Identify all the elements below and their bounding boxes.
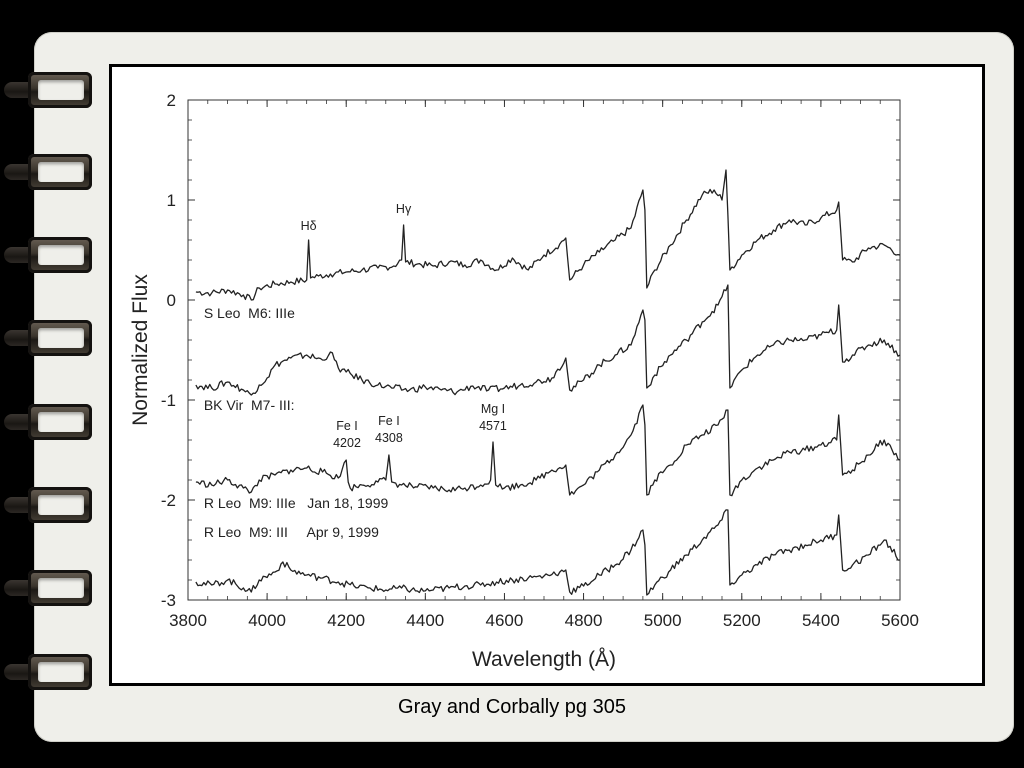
spectrum-line: [195, 404, 901, 497]
line-annotation: 4202: [333, 436, 361, 450]
y-tick-label: 1: [167, 191, 176, 210]
x-tick-label: 4200: [327, 611, 365, 630]
binder-ring-icon: [0, 652, 94, 692]
line-annotation: Fe I: [336, 419, 358, 433]
binder-ring-icon: [0, 152, 94, 192]
y-tick-label: -3: [161, 591, 176, 610]
x-tick-label: 4800: [565, 611, 603, 630]
spectrum-line: [195, 509, 901, 596]
line-annotation: Fe I: [378, 414, 400, 428]
x-tick-label: 5600: [881, 611, 919, 630]
x-tick-label: 5000: [644, 611, 682, 630]
binder-ring-icon: [0, 318, 94, 358]
series-label: R Leo M9: IIIe Jan 18, 1999: [204, 495, 389, 511]
line-annotation: 4571: [479, 419, 507, 433]
binder-ring-icon: [0, 70, 94, 110]
x-axis-label: Wavelength (Å): [472, 648, 616, 671]
x-tick-label: 4400: [406, 611, 444, 630]
x-tick-label: 3800: [169, 611, 207, 630]
series-label: R Leo M9: III Apr 9, 1999: [204, 524, 379, 540]
y-tick-label: -2: [161, 491, 176, 510]
y-tick-label: 2: [167, 91, 176, 110]
spectrum-line: [195, 169, 901, 301]
line-annotation: Mg I: [481, 402, 505, 416]
x-tick-label: 5200: [723, 611, 761, 630]
series-label: BK Vir M7- III:: [204, 397, 295, 413]
line-annotation: 4308: [375, 431, 403, 445]
y-tick-label: 0: [167, 291, 176, 310]
slide-caption: Gray and Corbally pg 305: [398, 696, 626, 718]
x-tick-label: 4000: [248, 611, 286, 630]
binder-ring-icon: [0, 485, 94, 525]
spectra-chart: 3800 4000 4200 4400 4600 4800 5000 5200 5400 5600…: [129, 91, 919, 671]
series-label: S Leo M6: IIIe: [204, 305, 295, 321]
binder-ring-icon: [0, 402, 94, 442]
binder-ring-icon: [0, 568, 94, 608]
spectrum-line: [195, 284, 901, 396]
y-axis-label: Normalized Flux: [129, 274, 152, 426]
chart-frame: 3800 4000 4200 4400 4600 4800 5000 5200 5400 5600…: [109, 64, 985, 686]
line-annotation: Hδ: [301, 219, 317, 233]
binder-ring-icon: [0, 235, 94, 275]
y-tick-label: -1: [161, 391, 176, 410]
x-tick-label: 4600: [486, 611, 524, 630]
x-tick-label: 5400: [802, 611, 840, 630]
line-annotation: Hγ: [396, 202, 412, 216]
